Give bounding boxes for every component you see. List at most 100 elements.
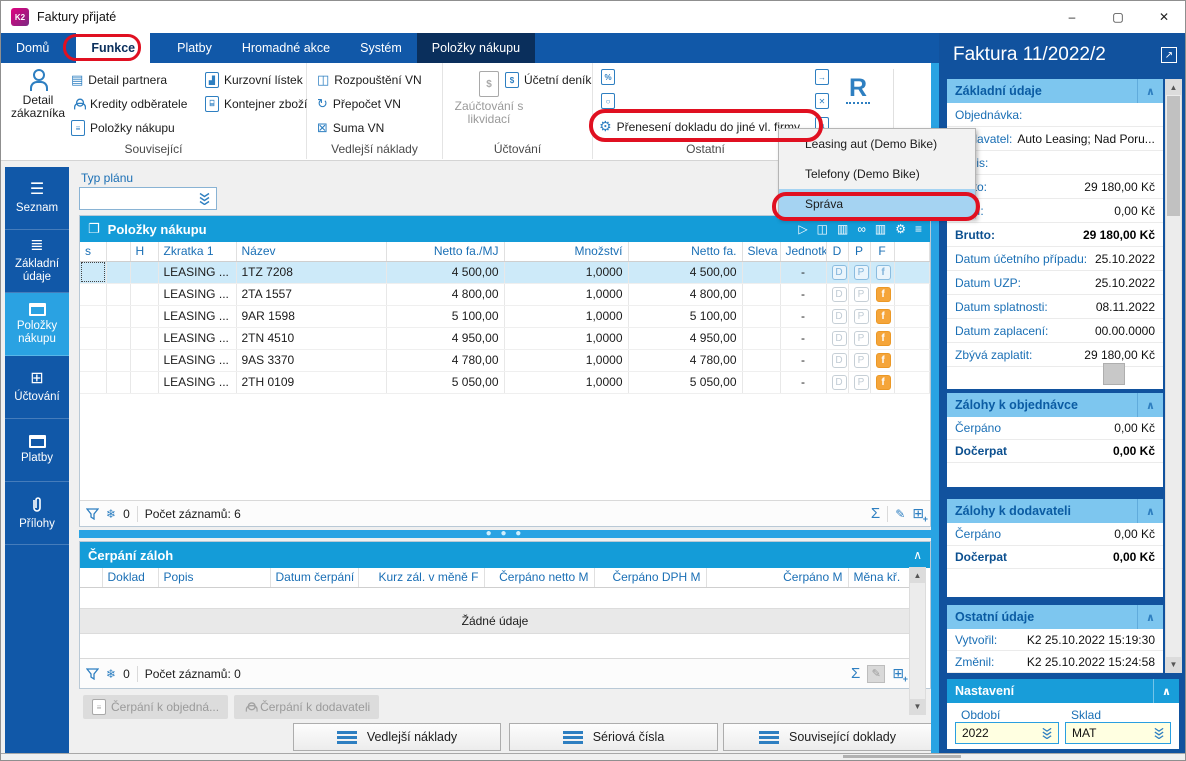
card-header[interactable]: Zálohy k objednávce ∧ <box>947 393 1163 417</box>
table-row[interactable]: LEASING ... 9AS 3370 4 780,00 1,0000 4 7… <box>80 349 930 372</box>
filter-icon[interactable] <box>86 667 99 680</box>
column-header-netto-fa[interactable]: Netto fa. <box>628 242 743 262</box>
vedlejsi-naklady-button[interactable]: Vedlejší náklady <box>293 723 501 751</box>
scroll-up-icon[interactable]: ▲ <box>1166 80 1181 95</box>
polozky-nakupu-button[interactable]: ≡ Položky nákupu <box>71 120 175 136</box>
collapse-icon[interactable]: ∧ <box>1137 499 1163 523</box>
sklad-combo[interactable]: MAT <box>1065 722 1171 744</box>
filter-icon[interactable] <box>86 507 99 520</box>
menu-item-telefony[interactable]: Telefony (Demo Bike) <box>805 167 920 181</box>
column-header-cerpano-dph[interactable]: Čerpáno DPH M <box>594 568 707 588</box>
preview-scrollbar[interactable]: ▲ ▼ <box>1165 79 1182 673</box>
column-chart-icon[interactable]: ▥ <box>874 222 887 236</box>
detail-partnera-button[interactable]: ▤ Detail partnera <box>71 72 167 88</box>
table-row[interactable]: LEASING ... 2TN 4510 4 950,00 1,0000 4 9… <box>80 327 930 350</box>
column-header-popis[interactable]: Popis <box>158 568 271 588</box>
collapse-icon[interactable]: ∧ <box>1137 393 1163 417</box>
kontejner-zbozi-button[interactable]: ⌸ Kontejner zboží <box>205 96 307 112</box>
scroll-thumb[interactable] <box>1167 96 1180 216</box>
scroll-up-icon[interactable]: ▲ <box>910 568 925 583</box>
column-header-d[interactable]: D <box>826 242 849 262</box>
typ-planu-combo[interactable] <box>79 187 217 210</box>
sidebar-item-polozky-nakupu[interactable]: Položky nákupu <box>5 293 69 356</box>
ucetni-denik-button[interactable]: $ Účetní deník <box>505 72 591 88</box>
tab-hromadne-akce[interactable]: Hromadné akce <box>241 41 331 55</box>
detail-zakaznika-button[interactable]: Detail zákazníka <box>9 69 67 120</box>
column-header-h[interactable]: H <box>130 242 159 262</box>
close-button[interactable]: ✕ <box>1158 10 1170 24</box>
rozpousteni-vn-button[interactable]: ◫ Rozpouštění VN <box>317 72 422 88</box>
sum-icon[interactable]: Σ <box>870 505 881 522</box>
card-header[interactable]: Nastavení ∧ <box>947 679 1179 703</box>
column-header-blank[interactable] <box>106 242 131 262</box>
maximize-button[interactable]: ▢ <box>1112 10 1124 24</box>
menu-item-leasing-aut[interactable]: Leasing aut (Demo Bike) <box>805 137 938 151</box>
add-record-icon[interactable]: ⊞ <box>892 665 907 684</box>
sum-icon[interactable]: Σ <box>850 665 861 682</box>
column-header-nazev[interactable]: Název <box>236 242 387 262</box>
column-header-datum-cerpani[interactable]: Datum čerpání <box>270 568 359 588</box>
collapse-icon[interactable]: ∧ <box>1137 79 1163 103</box>
kredity-odberatele-button[interactable]: Kredity odběratele <box>71 96 187 112</box>
kurzovni-listek-button[interactable]: ▟ Kurzovní lístek <box>205 72 303 88</box>
columns-icon[interactable]: ≡ <box>914 222 922 236</box>
collapse-icon[interactable]: ∧ <box>913 548 922 562</box>
recalculation-r-icon[interactable]: R <box>846 75 871 104</box>
column-header-mena[interactable]: Měna kř. <box>848 568 910 588</box>
scroll-down-icon[interactable]: ▼ <box>910 699 925 714</box>
attachment-placeholder[interactable] <box>1103 363 1125 385</box>
document-export-button[interactable]: → <box>815 69 829 85</box>
document-search-button[interactable]: ○ <box>601 93 615 109</box>
sidebar-item-uctovani[interactable]: ⊞ Účtování <box>5 356 69 419</box>
column-header-f[interactable]: F <box>870 242 895 262</box>
column-header-zkratka[interactable]: Zkratka 1 <box>158 242 237 262</box>
card-header[interactable]: Základní údaje ∧ <box>947 79 1163 103</box>
sidebar-item-zakladni-udaje[interactable]: ≣ Základní údaje <box>5 230 69 293</box>
column-header-jednotka[interactable]: Jednotka <box>780 242 827 262</box>
freeze-icon[interactable]: ❄ <box>106 506 117 521</box>
tab-polozky-nakupu[interactable]: Položky nákupu <box>416 33 536 63</box>
settings-gear-icon[interactable]: ⚙ <box>895 222 906 236</box>
monitor-icon[interactable]: ◫ <box>816 222 828 236</box>
collapse-icon[interactable]: ∧ <box>1137 605 1163 629</box>
percent-button[interactable]: % <box>601 69 615 85</box>
column-header-kurz[interactable]: Kurz zál. v měně F <box>358 568 485 588</box>
sidebar-item-prilohy[interactable]: Přílohy <box>5 482 69 545</box>
column-header-cerpano-m[interactable]: Čerpáno M <box>706 568 849 588</box>
zauctovani-s-likvidaci-button[interactable]: $ Zaúčtování s likvidací <box>451 71 527 126</box>
column-header-s[interactable]: s <box>80 242 107 262</box>
obdobi-combo[interactable]: 2022 <box>955 722 1059 744</box>
preneseni-dokladu-button[interactable]: ⚙ Přenesení dokladu do jiné vl. firmy <box>599 118 800 135</box>
card-header[interactable]: Zálohy k dodavateli ∧ <box>947 499 1163 523</box>
tab-domu[interactable]: Domů <box>16 41 50 55</box>
add-record-icon[interactable]: ⊞ <box>912 505 927 524</box>
table-row[interactable]: LEASING ... 2TH 0109 5 050,00 1,0000 5 0… <box>80 371 930 394</box>
souvisejici-doklady-button[interactable]: Související doklady <box>723 723 932 751</box>
tab-platby[interactable]: Platby <box>177 41 212 55</box>
column-header-blank[interactable] <box>80 568 103 588</box>
panel-divider[interactable] <box>931 63 939 753</box>
chart-icon[interactable]: ▥ <box>836 222 849 236</box>
tab-funkce[interactable]: Funkce <box>76 33 151 63</box>
minimize-button[interactable]: – <box>1068 10 1076 24</box>
binoculars-icon[interactable]: ∞ <box>857 222 866 236</box>
column-header-cerpano-netto[interactable]: Čerpáno netto M <box>484 568 595 588</box>
document-cancel-button[interactable]: ✕ <box>815 93 829 109</box>
play-icon[interactable]: ▷ <box>798 222 808 236</box>
table-row[interactable]: LEASING ... 2TA 1557 4 800,00 1,0000 4 8… <box>80 283 930 306</box>
collapse-icon[interactable]: ∧ <box>1153 679 1179 703</box>
column-header-sleva[interactable]: Sleva F <box>742 242 781 262</box>
column-header-doklad[interactable]: Doklad <box>102 568 159 588</box>
table-row[interactable]: LEASING ... 1TZ 7208 4 500,00 1,0000 4 5… <box>80 261 930 284</box>
seriova-cisla-button[interactable]: Sériová čísla <box>509 723 718 751</box>
sidebar-item-platby[interactable]: Platby <box>5 419 69 482</box>
cerpani-scrollbar[interactable]: ▲ ▼ <box>909 567 926 715</box>
focus-cell[interactable] <box>80 261 107 284</box>
tab-system[interactable]: Systém <box>360 41 402 55</box>
freeze-icon[interactable]: ❄ <box>106 666 117 681</box>
menu-item-sprava[interactable]: Správa <box>779 189 975 219</box>
column-header-p[interactable]: P <box>848 242 871 262</box>
suma-vn-button[interactable]: ⊠ Suma VN <box>317 120 384 136</box>
column-header-mnozstvi[interactable]: Množství <box>504 242 629 262</box>
table-row[interactable]: LEASING ... 9AR 1598 5 100,00 1,0000 5 1… <box>80 305 930 328</box>
